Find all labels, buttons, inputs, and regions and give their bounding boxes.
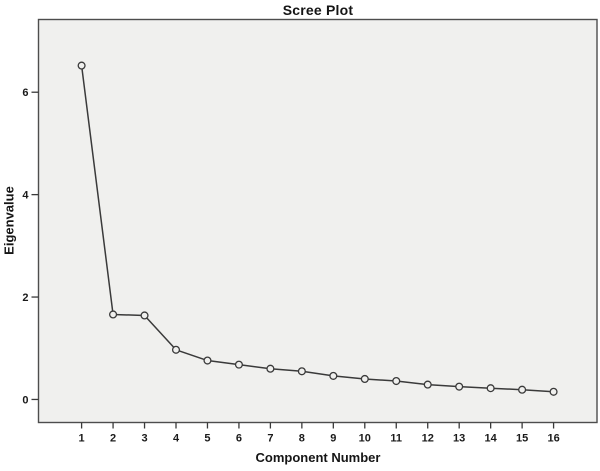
data-point bbox=[140, 311, 149, 320]
x-tick-label: 10 bbox=[359, 433, 371, 445]
data-point bbox=[171, 345, 181, 354]
data-point bbox=[109, 310, 118, 319]
y-tick-label: 2 bbox=[22, 292, 28, 304]
x-axis-title: Component Number bbox=[255, 450, 381, 465]
x-tick-label: 14 bbox=[485, 433, 498, 445]
x-tick-label: 3 bbox=[141, 433, 147, 445]
chart-title: Scree Plot bbox=[282, 2, 354, 18]
y-tick-label: 0 bbox=[22, 394, 28, 406]
x-tick-label: 13 bbox=[453, 433, 465, 445]
x-tick-label: 7 bbox=[267, 433, 273, 445]
x-tick-label: 2 bbox=[110, 433, 116, 445]
data-point bbox=[77, 61, 86, 70]
data-point bbox=[423, 380, 432, 389]
x-tick-label: 11 bbox=[390, 433, 402, 445]
x-tick-label: 5 bbox=[204, 433, 210, 445]
data-point bbox=[329, 371, 338, 380]
data-point bbox=[392, 376, 401, 386]
data-point bbox=[266, 364, 275, 373]
data-point bbox=[297, 367, 306, 376]
x-tick-label: 12 bbox=[422, 433, 434, 445]
data-point bbox=[486, 384, 495, 393]
x-tick-label: 1 bbox=[79, 433, 85, 445]
x-tick-label: 6 bbox=[236, 433, 242, 445]
x-tick-label: 8 bbox=[299, 433, 305, 445]
data-point bbox=[360, 374, 369, 384]
data-point bbox=[518, 385, 527, 394]
data-point bbox=[549, 387, 558, 396]
data-point bbox=[234, 360, 243, 369]
data-point bbox=[455, 382, 464, 391]
y-tick-label: 6 bbox=[22, 87, 28, 99]
x-tick-label: 9 bbox=[330, 433, 336, 445]
plot-panel bbox=[37, 18, 598, 424]
y-tick-label: 4 bbox=[22, 190, 29, 202]
data-point bbox=[203, 356, 212, 365]
x-tick-label: 16 bbox=[547, 433, 559, 445]
series-line bbox=[80, 65, 554, 393]
x-tick-label: 15 bbox=[516, 433, 528, 445]
x-tick-label: 4 bbox=[173, 433, 180, 445]
